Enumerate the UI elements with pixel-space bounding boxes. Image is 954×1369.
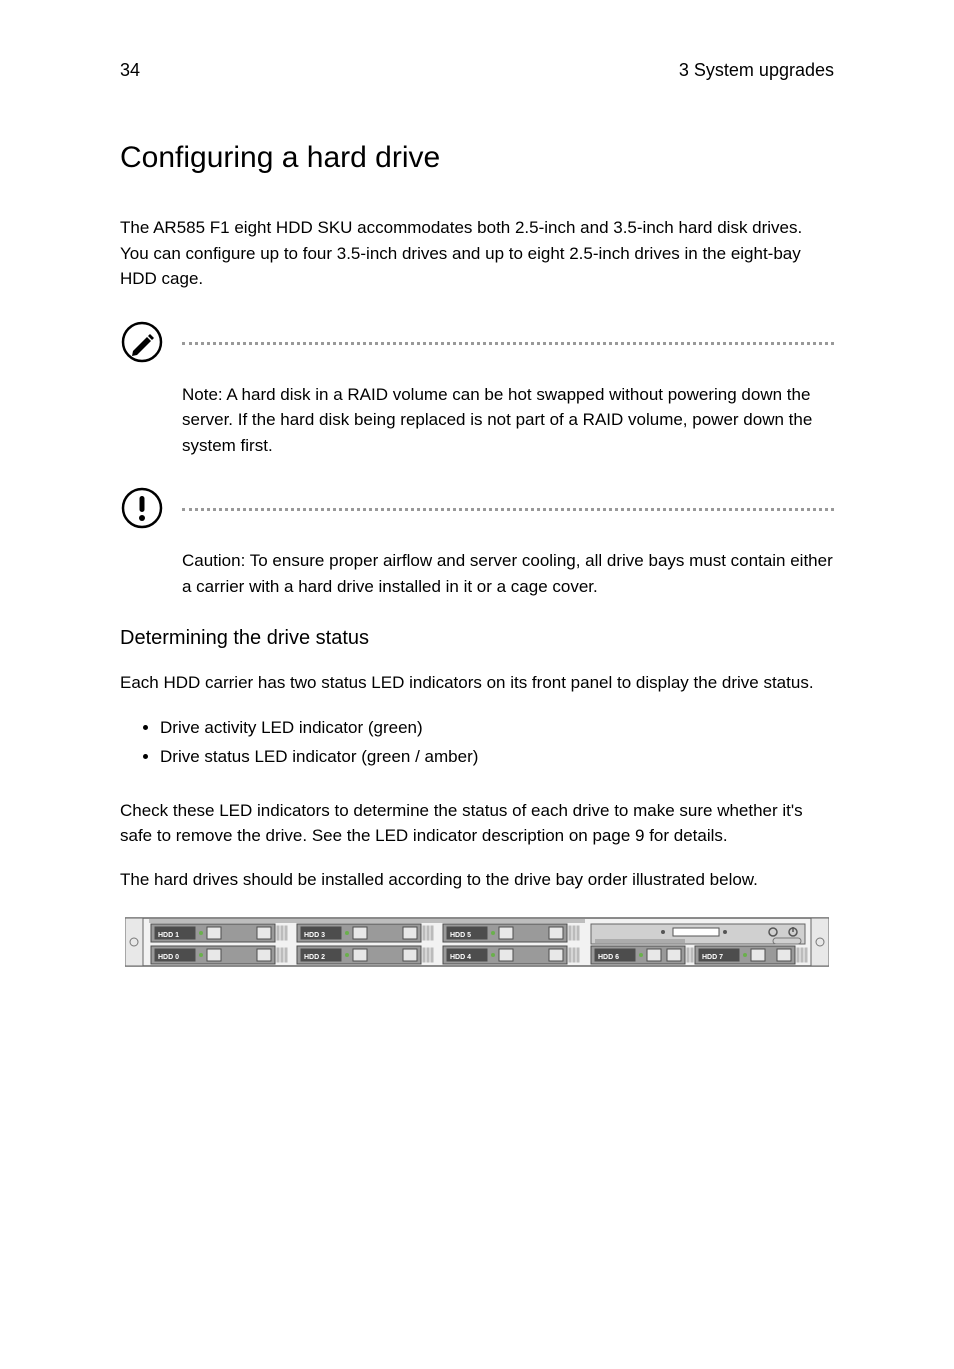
server-front-svg: HDD 1 HDD 3 HDD 5 HDD 0 HDD 2 HDD 4 HDD 6 HDD 7 bbox=[125, 910, 829, 974]
intro-paragraph: The AR585 F1 eight HDD SKU accommodates … bbox=[120, 215, 834, 292]
led-bullet-list: Drive activity LED indicator (green) Dri… bbox=[120, 714, 834, 770]
svg-text:HDD 7: HDD 7 bbox=[702, 954, 723, 961]
bullet-status-led: Drive status LED indicator (green / ambe… bbox=[160, 743, 834, 770]
note-text-1: Note: A hard disk in a RAID volume can b… bbox=[182, 382, 834, 459]
svg-text:HDD 5: HDD 5 bbox=[450, 932, 471, 939]
note-divider-1 bbox=[182, 342, 834, 345]
pencil-icon bbox=[120, 320, 164, 364]
svg-text:HDD 1: HDD 1 bbox=[158, 932, 179, 939]
page-title: Configuring a hard drive bbox=[120, 141, 834, 175]
svg-text:HDD 4: HDD 4 bbox=[450, 954, 471, 961]
server-front-figure: HDD 1 HDD 3 HDD 5 HDD 0 HDD 2 HDD 4 HDD 6 HDD 7 bbox=[120, 910, 834, 974]
svg-text:HDD 6: HDD 6 bbox=[598, 954, 619, 961]
status-intro: Each HDD carrier has two status LED indi… bbox=[120, 670, 834, 696]
note-row-1 bbox=[120, 320, 834, 364]
svg-text:HDD 0: HDD 0 bbox=[158, 954, 179, 961]
bullet-activity-led: Drive activity LED indicator (green) bbox=[160, 714, 834, 741]
exclaim-icon bbox=[120, 486, 164, 530]
section-header: 3 System upgrades bbox=[679, 60, 834, 81]
svg-text:HDD 3: HDD 3 bbox=[304, 932, 325, 939]
subhead-status: Determining the drive status bbox=[120, 627, 834, 650]
svg-text:HDD 2: HDD 2 bbox=[304, 954, 325, 961]
order-note: The hard drives should be installed acco… bbox=[120, 867, 834, 893]
note-divider-2 bbox=[182, 508, 834, 511]
status-followup: Check these LED indicators to determine … bbox=[120, 798, 834, 849]
note-row-2 bbox=[120, 486, 834, 530]
page-number: 34 bbox=[120, 60, 140, 81]
note-text-2: Caution: To ensure proper airflow and se… bbox=[182, 548, 834, 599]
